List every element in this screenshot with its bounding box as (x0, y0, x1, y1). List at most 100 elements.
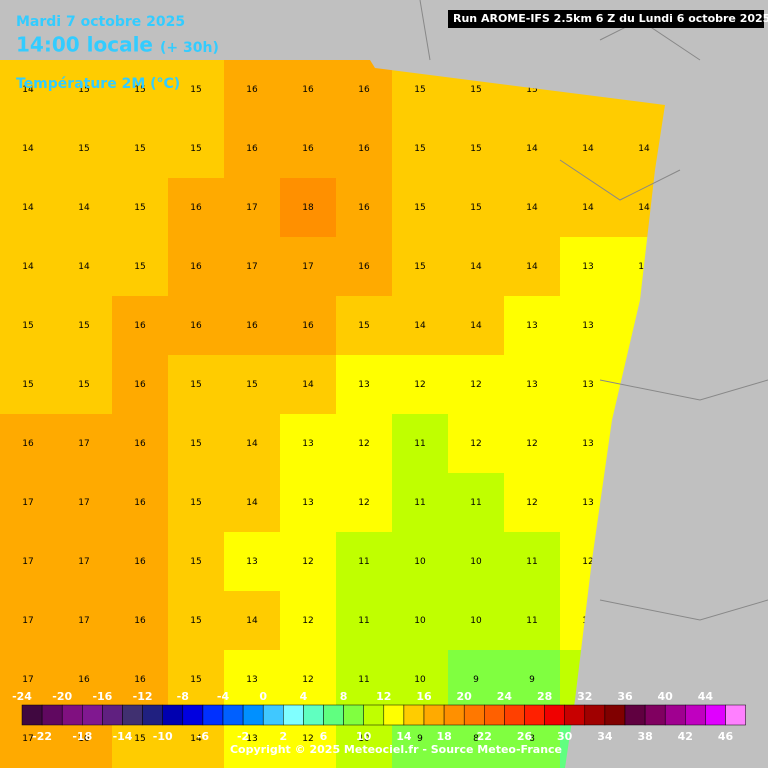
run-info: Run AROME-IFS 2.5km 6 Z du Lundi 6 octob… (453, 12, 768, 25)
temperature-value: 14 (246, 439, 258, 449)
temperature-value: 14 (22, 144, 34, 154)
temperature-cell (504, 532, 560, 591)
temperature-cell (336, 119, 392, 178)
temperature-value: 14 (190, 734, 202, 744)
temperature-value: 9 (417, 734, 423, 744)
temperature-value: 16 (134, 498, 146, 508)
temperature-cell (392, 650, 448, 709)
scale-label: 20 (457, 690, 473, 703)
color-bin (403, 704, 425, 726)
temperature-value: 15 (246, 380, 257, 390)
temperature-cell (448, 237, 504, 296)
temperature-value: 15 (78, 144, 89, 154)
color-bin (262, 704, 284, 726)
temperature-cell (0, 60, 56, 119)
color-bin (182, 704, 204, 726)
scale-label: -12 (133, 690, 153, 703)
temperature-value: 17 (22, 734, 33, 744)
temperature-value: 12 (358, 439, 369, 449)
temperature-value: 15 (134, 734, 145, 744)
temperature-cell (168, 414, 224, 473)
temperature-cell (336, 414, 392, 473)
color-bin (524, 704, 545, 726)
temperature-value: 17 (22, 557, 33, 567)
scale-label: -20 (52, 690, 72, 703)
temperature-value: 15 (134, 85, 145, 95)
temperature-cell (0, 237, 56, 296)
temperature-value: 14 (78, 203, 90, 213)
temperature-value: 10 (414, 675, 426, 685)
scale-label: 14 (396, 730, 412, 743)
temperature-cell (0, 355, 56, 414)
scale-label: 0 (259, 690, 267, 703)
temperature-value: 16 (134, 557, 146, 567)
temperature-cell (224, 237, 280, 296)
temperature-cell (504, 296, 560, 355)
temperature-value: 17 (78, 498, 89, 508)
temperature-value: 14 (526, 144, 538, 154)
scale-label: 16 (416, 690, 432, 703)
temperature-cell (56, 591, 112, 650)
scale-label: 22 (477, 730, 492, 743)
run-box (448, 10, 764, 28)
scale-label: 18 (436, 730, 451, 743)
temperature-value: 11 (526, 616, 537, 626)
temperature-cell (112, 414, 168, 473)
temperature-value: 13 (302, 439, 313, 449)
temperature-value: 14 (638, 144, 650, 154)
temperature-value: 17 (78, 616, 89, 626)
temperature-cell (0, 119, 56, 178)
scale-label: 8 (340, 690, 348, 703)
field: 14 15 15 15 16 16 16 15 15 15 14 14 14 15 15 15 16 16 16 15… (0, 60, 665, 768)
temperature-value: 17 (246, 203, 257, 213)
scale-label: 24 (497, 690, 513, 703)
temperature-cell (504, 237, 560, 296)
color-bin (102, 704, 123, 726)
temperature-value: 11 (358, 557, 369, 567)
temperature-value: 16 (358, 144, 370, 154)
temperature-cell (448, 532, 504, 591)
temperature-value: 15 (134, 144, 145, 154)
color-bin (463, 704, 485, 726)
temperature-cell (224, 355, 280, 414)
temperature-cell (224, 119, 280, 178)
temperature-value: 13 (582, 439, 593, 449)
temperature-cell (56, 60, 112, 119)
temperature-value: 15 (190, 675, 201, 685)
temperature-cell (392, 355, 448, 414)
temperature-value: 15 (190, 85, 201, 95)
temperature-value: 14 (526, 203, 538, 213)
temperature-cell (448, 178, 504, 237)
scale-label: 44 (698, 690, 714, 703)
color-bin (202, 704, 224, 726)
temperature-cell (0, 473, 56, 532)
temperature-cell (168, 296, 224, 355)
temperature-value: 15 (190, 557, 201, 567)
scale-label: -8 (177, 690, 189, 703)
temperature-cell (392, 591, 448, 650)
temperature-cell (112, 591, 168, 650)
temperature-cell (56, 237, 112, 296)
color-bin (685, 704, 706, 726)
temperature-value: 16 (190, 321, 202, 331)
color-bin (303, 704, 324, 726)
temperature-value: 16 (22, 439, 34, 449)
temperature-value: 15 (470, 144, 481, 154)
temperature-cell (56, 296, 112, 355)
temperature-cell (280, 532, 336, 591)
temperature-value: 11 (470, 498, 481, 508)
temperature-value: 16 (246, 144, 258, 154)
temperature-value: 12 (582, 557, 593, 567)
temperature-value: 16 (134, 439, 146, 449)
scale-label: 10 (356, 730, 372, 743)
color-bin (604, 704, 626, 726)
temperature-cell (280, 355, 336, 414)
temperature-value: 8 (529, 734, 535, 744)
temperature-cell (0, 414, 56, 473)
temperature-cell (168, 355, 224, 414)
temperature-cell (56, 532, 112, 591)
temperature-value: 12 (526, 498, 537, 508)
color-bin (725, 704, 746, 726)
scale-label: -6 (197, 730, 210, 743)
